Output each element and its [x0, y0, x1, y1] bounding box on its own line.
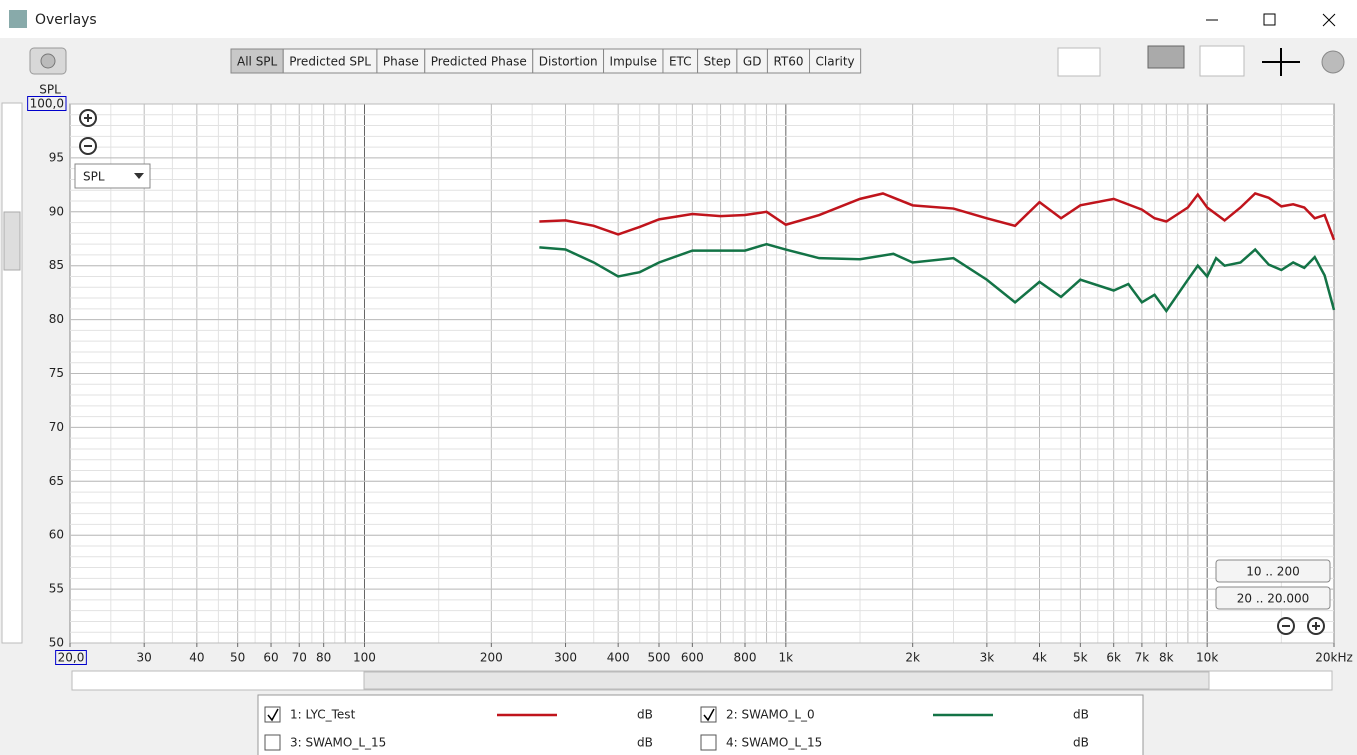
- legend-checkmark: [703, 708, 715, 722]
- tab-label: GD: [743, 55, 762, 69]
- tab-label: Predicted SPL: [289, 55, 371, 69]
- zoom-sign: [1312, 622, 1320, 630]
- x-tick-label: 6k: [1106, 651, 1121, 665]
- close-button[interactable]: [1322, 13, 1336, 27]
- x-tick-label: 70: [292, 651, 307, 665]
- zoom-sign: [84, 114, 92, 122]
- settings-icon[interactable]: [1321, 50, 1345, 74]
- tab-label: Step: [704, 55, 731, 69]
- tab-button[interactable]: [766, 48, 811, 74]
- maximize-button[interactable]: [1263, 13, 1276, 26]
- x-tick-label: 10k: [1196, 651, 1218, 665]
- tab-button[interactable]: [532, 48, 605, 74]
- x-tick-label: 600: [681, 651, 704, 665]
- range-button[interactable]: [1215, 586, 1331, 610]
- x-tick-label: 200: [480, 651, 503, 665]
- horizontal-scroll-thumb[interactable]: [363, 671, 1210, 690]
- x-tick-label: 1k: [779, 651, 794, 665]
- x-tick-label: 40: [189, 651, 204, 665]
- x-tick-label: 20,0: [58, 651, 85, 665]
- x-tick-label: 60: [263, 651, 278, 665]
- tab-button[interactable]: [662, 48, 699, 74]
- x-tick-label: 50: [230, 651, 245, 665]
- x-tick-label: 20kHz: [1315, 651, 1353, 665]
- y-tick-label: 80: [49, 312, 64, 326]
- dropdown-arrow: [134, 173, 144, 179]
- y-tick-label: 75: [49, 366, 64, 380]
- y-tick-label: 50: [49, 636, 64, 650]
- columns-icon[interactable]: [1199, 45, 1245, 77]
- x-tick-label: 400: [607, 651, 630, 665]
- legend-checkbox[interactable]: [700, 734, 717, 751]
- tab-button[interactable]: [376, 48, 426, 74]
- window-title: Overlays: [35, 12, 97, 28]
- legend-unit: dB: [637, 708, 653, 722]
- range-button-label: 20 .. 20.000: [1237, 592, 1310, 606]
- y-tick-label: 65: [49, 474, 64, 488]
- tab-label: Distortion: [539, 55, 598, 69]
- x-tick-label: 500: [648, 651, 671, 665]
- dropdown-value: SPL: [83, 170, 105, 184]
- axis-limit-box: [55, 650, 87, 665]
- legend-checkmark: [267, 708, 279, 722]
- x-tick-label: 100: [353, 651, 376, 665]
- legend-name: 3: SWAMO_L_15: [290, 736, 386, 750]
- y-tick-label: 60: [49, 528, 64, 542]
- overlay-icon[interactable]: [1057, 47, 1101, 77]
- series-line: [539, 192, 1336, 241]
- vertical-scroll-thumb[interactable]: [3, 211, 21, 271]
- axis-limit-box: [27, 96, 67, 111]
- fit-icon[interactable]: [1262, 48, 1300, 76]
- y-tick-label: 100,0: [30, 97, 64, 111]
- x-tick-label: 80: [316, 651, 331, 665]
- tab-label: ETC: [669, 55, 692, 69]
- range-button-label: 10 .. 200: [1246, 565, 1299, 579]
- tab-button[interactable]: [424, 48, 534, 74]
- legend-unit: dB: [1073, 708, 1089, 722]
- tab-button[interactable]: [809, 48, 862, 74]
- y-tick-label: 85: [49, 258, 64, 272]
- tab-label: RT60: [773, 55, 803, 69]
- x-tick-label: 300: [554, 651, 577, 665]
- series-line: [539, 242, 1336, 314]
- title-bar: [0, 0, 1357, 38]
- legend-unit: dB: [637, 736, 653, 750]
- range-button[interactable]: [1215, 559, 1331, 583]
- x-tick-label: 8k: [1159, 651, 1174, 665]
- legend-name: 1: LYC_Test: [290, 708, 356, 722]
- y-tick-label: 55: [49, 582, 64, 596]
- tab-button[interactable]: [603, 48, 664, 74]
- y-axis-label: SPL: [39, 83, 61, 97]
- y-tick-label: 70: [49, 420, 64, 434]
- x-tick-label: 30: [137, 651, 152, 665]
- tab-label: Predicted Phase: [431, 55, 527, 69]
- y-tick-label: 95: [49, 150, 64, 164]
- legend-name: 2: SWAMO_L_0: [726, 708, 815, 722]
- resize-icon[interactable]: [1147, 45, 1185, 69]
- tab-label: All SPL: [237, 55, 278, 69]
- tab-label: Phase: [383, 55, 419, 69]
- vertical-scrollbar[interactable]: [1, 102, 23, 644]
- tab-label: Clarity: [816, 55, 855, 69]
- tab-button[interactable]: [697, 48, 738, 74]
- x-tick-label: 5k: [1073, 651, 1088, 665]
- app-icon: [9, 10, 27, 28]
- x-tick-label: 2k: [905, 651, 920, 665]
- tab-button[interactable]: [736, 48, 768, 74]
- y-tick-label: 90: [49, 204, 64, 218]
- tab-button[interactable]: [230, 48, 284, 74]
- x-tick-label: 4k: [1032, 651, 1047, 665]
- camera-lens: [40, 53, 56, 69]
- x-tick-label: 7k: [1135, 651, 1150, 665]
- x-tick-label: 3k: [980, 651, 995, 665]
- legend-name: 4: SWAMO_L_15: [726, 736, 822, 750]
- x-tick-label: 800: [734, 651, 757, 665]
- legend-checkbox[interactable]: [264, 734, 281, 751]
- tab-label: Impulse: [610, 55, 657, 69]
- tab-button[interactable]: [282, 48, 378, 74]
- legend-unit: dB: [1073, 736, 1089, 750]
